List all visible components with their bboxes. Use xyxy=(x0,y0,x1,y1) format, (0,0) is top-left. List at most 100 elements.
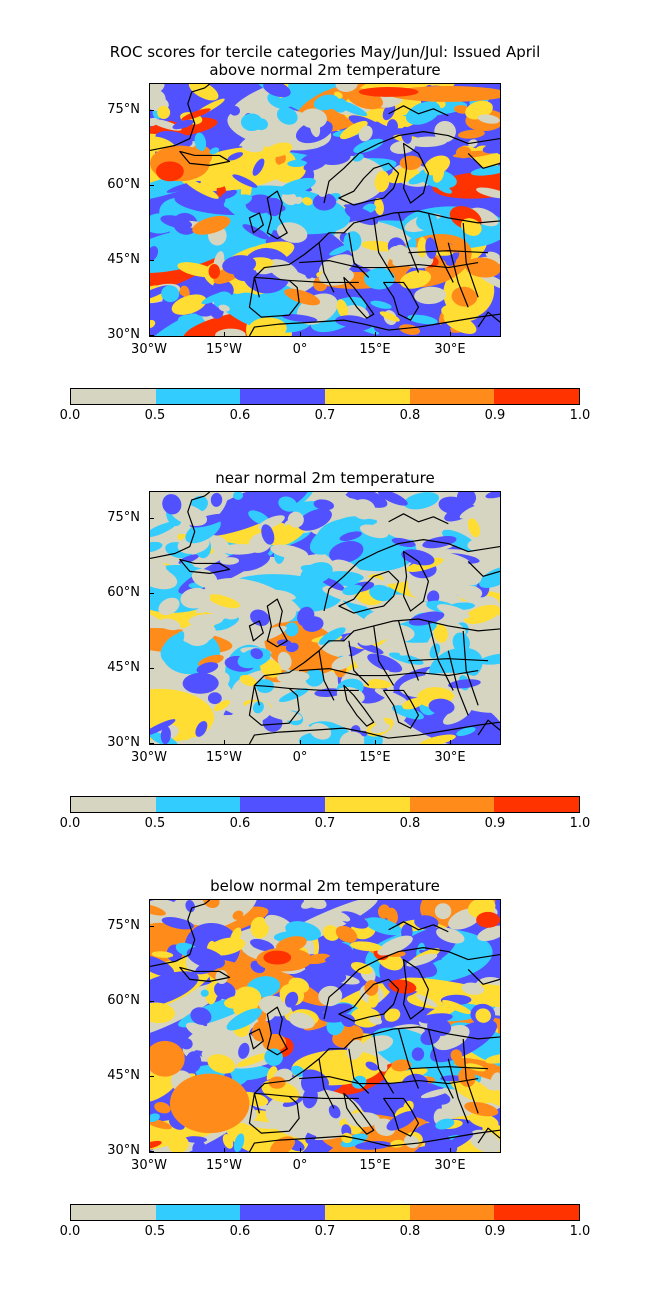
lon-tick-label: 0° xyxy=(292,750,308,765)
lat-tick-label: 45°N xyxy=(107,252,140,267)
lon-tick-label: 15°W xyxy=(206,342,242,357)
lat-tick-label: 45°N xyxy=(107,660,140,675)
lon-tick xyxy=(300,1148,301,1153)
colorbar xyxy=(70,388,580,405)
lat-tick-label: 75°N xyxy=(107,918,140,933)
lat-tick xyxy=(149,926,154,927)
lat-tick-label: 30°N xyxy=(107,1143,140,1158)
colorbar-tick-label: 0.9 xyxy=(484,408,506,423)
lat-tick xyxy=(149,668,154,669)
colorbar-tick-label: 0.5 xyxy=(144,1224,166,1239)
lat-tick xyxy=(149,1076,154,1077)
colorbar xyxy=(70,796,580,813)
lon-tick-label: 15°W xyxy=(206,750,242,765)
lon-tick xyxy=(149,1148,150,1153)
lat-tick-label: 60°N xyxy=(107,993,140,1008)
lat-tick xyxy=(149,593,154,594)
colorbar-tick-label: 0.8 xyxy=(399,1224,421,1239)
map-panel-above: above normal 2m temperature 75°N 60°N 45°N 3… xyxy=(0,0,650,424)
lon-tick-label: 15°E xyxy=(359,750,391,765)
map-area xyxy=(149,899,501,1153)
lat-tick xyxy=(149,1001,154,1002)
colorbar-tick-label: 0.7 xyxy=(314,1224,336,1239)
panel-title: below normal 2m temperature xyxy=(210,877,440,895)
lon-tick xyxy=(149,332,150,337)
lon-tick xyxy=(149,740,150,745)
lat-tick xyxy=(149,260,154,261)
roc-score-field xyxy=(150,84,500,336)
lon-tick xyxy=(450,332,451,337)
colorbar-segment xyxy=(494,1205,580,1220)
colorbar-tick-label: 0.0 xyxy=(59,816,81,831)
lat-tick xyxy=(149,335,154,336)
lat-tick-label: 45°N xyxy=(107,1068,140,1083)
colorbar-tick-label: 0.8 xyxy=(399,816,421,831)
lat-tick-label: 30°N xyxy=(107,327,140,342)
lat-tick xyxy=(149,743,154,744)
lon-tick-label: 30°W xyxy=(131,750,167,765)
lon-tick xyxy=(375,740,376,745)
colorbar-tick-label: 0.6 xyxy=(229,1224,251,1239)
colorbar-segment xyxy=(155,389,241,404)
colorbar-segment xyxy=(325,797,410,812)
colorbar-tick-label: 1.0 xyxy=(569,816,591,831)
lon-tick-label: 15°W xyxy=(206,1158,242,1173)
lon-tick-label: 15°E xyxy=(359,342,391,357)
colorbar-tick-label: 0.6 xyxy=(229,408,251,423)
lat-tick xyxy=(149,518,154,519)
lon-tick xyxy=(224,1148,225,1153)
colorbar-segment xyxy=(409,797,495,812)
colorbar-tick-label: 0.9 xyxy=(484,1224,506,1239)
colorbar-segment xyxy=(409,1205,495,1220)
colorbar-segment xyxy=(155,1205,241,1220)
lat-tick-label: 30°N xyxy=(107,735,140,750)
roc-score-field xyxy=(150,492,500,744)
lat-tick xyxy=(149,110,154,111)
colorbar-segment xyxy=(155,797,241,812)
colorbar-segment xyxy=(240,797,326,812)
colorbar-tick-label: 1.0 xyxy=(569,1224,591,1239)
colorbar-tick-label: 0.0 xyxy=(59,408,81,423)
colorbar-tick-label: 0.8 xyxy=(399,408,421,423)
lon-tick-label: 0° xyxy=(292,342,308,357)
lat-tick xyxy=(149,185,154,186)
lon-tick-label: 30°E xyxy=(434,1158,466,1173)
colorbar-tick-label: 0.0 xyxy=(59,1224,81,1239)
lon-tick xyxy=(450,740,451,745)
colorbar-segment xyxy=(71,797,156,812)
lon-tick xyxy=(450,1148,451,1153)
colorbar-tick-label: 0.7 xyxy=(314,816,336,831)
panel-title: above normal 2m temperature xyxy=(209,61,441,79)
colorbar-segment xyxy=(325,389,410,404)
lon-tick-label: 30°W xyxy=(131,1158,167,1173)
colorbar-segment xyxy=(325,1205,410,1220)
lon-tick xyxy=(300,740,301,745)
colorbar xyxy=(70,1204,580,1221)
lon-tick-label: 15°E xyxy=(359,1158,391,1173)
colorbar-tick-label: 0.7 xyxy=(314,408,336,423)
lon-tick xyxy=(300,332,301,337)
colorbar-segment xyxy=(240,1205,326,1220)
lon-tick-label: 30°W xyxy=(131,342,167,357)
lon-tick-label: 30°E xyxy=(434,342,466,357)
colorbar-segment xyxy=(240,389,326,404)
colorbar-tick-label: 0.5 xyxy=(144,816,166,831)
lon-tick xyxy=(224,332,225,337)
lat-tick-label: 60°N xyxy=(107,177,140,192)
colorbar-tick-label: 0.5 xyxy=(144,408,166,423)
colorbar-segment xyxy=(494,797,580,812)
lon-tick xyxy=(224,740,225,745)
lon-tick-label: 0° xyxy=(292,1158,308,1173)
colorbar-segment xyxy=(71,1205,156,1220)
lat-tick xyxy=(149,1151,154,1152)
colorbar-tick-label: 0.6 xyxy=(229,816,251,831)
lon-tick-label: 30°E xyxy=(434,750,466,765)
colorbar-tick-label: 1.0 xyxy=(569,408,591,423)
lon-tick xyxy=(375,332,376,337)
lat-tick-label: 60°N xyxy=(107,585,140,600)
roc-score-field xyxy=(150,900,500,1152)
map-panel-near: near normal 2m temperature 75°N 60°N 45°N 30… xyxy=(0,408,650,832)
lon-tick xyxy=(375,1148,376,1153)
colorbar-segment xyxy=(494,389,580,404)
map-panel-below: below normal 2m temperature 75°N 60°N 45°N 3… xyxy=(0,816,650,1240)
